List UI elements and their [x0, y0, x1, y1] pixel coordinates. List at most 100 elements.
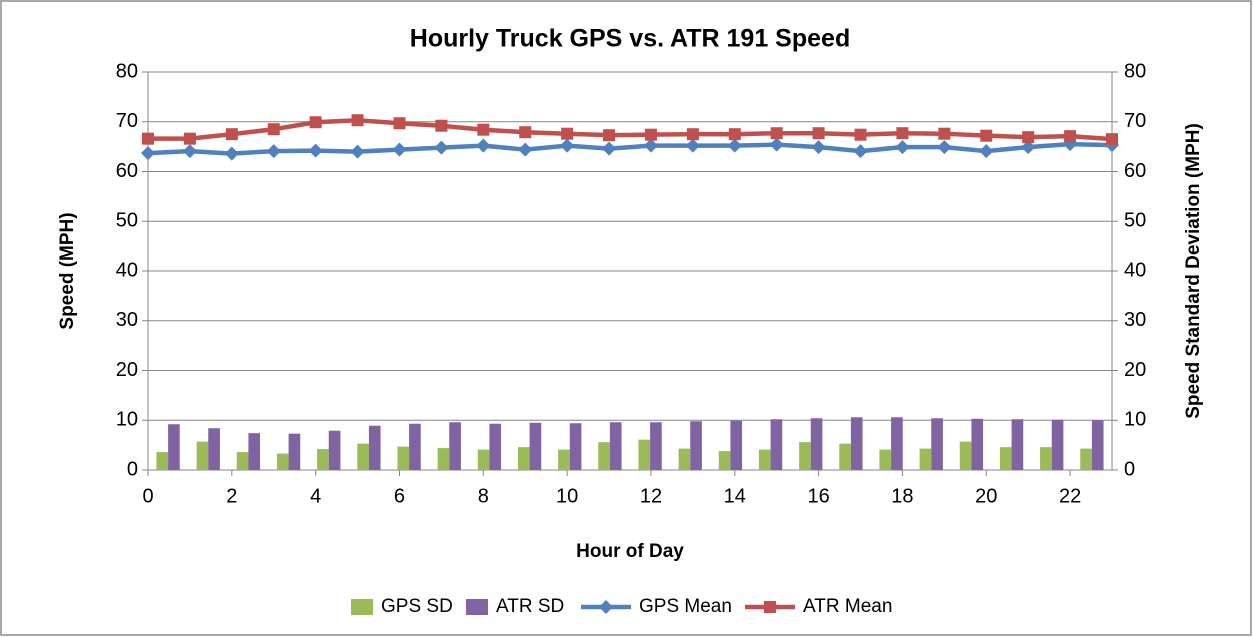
- bar: [357, 443, 369, 470]
- marker: [560, 138, 575, 153]
- bar: [397, 446, 410, 470]
- bar: [650, 422, 662, 470]
- marker: [182, 144, 197, 159]
- marker: [309, 116, 322, 129]
- marker: [980, 129, 993, 142]
- marker: [519, 126, 532, 139]
- marker: [686, 128, 699, 141]
- marker: [518, 142, 533, 157]
- marker: [435, 119, 448, 132]
- legend-label: GPS Mean: [639, 596, 732, 617]
- x-tick-label: 0: [142, 485, 153, 507]
- bar: [489, 423, 502, 470]
- bar: [208, 428, 220, 470]
- bar: [276, 453, 289, 470]
- marker: [727, 138, 742, 153]
- y2-tick-label: 30: [1124, 309, 1146, 331]
- x-tick-label: 8: [478, 485, 489, 507]
- marker: [392, 142, 407, 157]
- x-axis-title: Hour of Day: [576, 541, 684, 562]
- y-axis-title: Speed (MPH): [57, 212, 78, 329]
- bar: [609, 422, 622, 470]
- bar: [1051, 419, 1064, 470]
- bar: [598, 442, 610, 470]
- bar: [718, 451, 731, 470]
- bar: [409, 423, 421, 470]
- marker: [854, 128, 867, 141]
- line: [147, 141, 1113, 156]
- marker: [728, 128, 741, 141]
- x-tick-label: 22: [1059, 485, 1081, 507]
- marker: [224, 146, 239, 161]
- marker: [476, 138, 491, 153]
- bar: [690, 421, 702, 470]
- marker: [895, 140, 910, 155]
- y2-tick-label: 10: [1124, 409, 1146, 431]
- y-tick-label: 50: [116, 210, 138, 232]
- bar: [168, 424, 180, 470]
- bar: [477, 449, 490, 470]
- bar: [368, 425, 381, 470]
- marker: [561, 127, 574, 140]
- bar: [959, 441, 972, 470]
- y2-tick-label: 0: [1124, 458, 1135, 480]
- bar: [931, 418, 943, 470]
- x-tick-label: 18: [891, 485, 913, 507]
- marker: [770, 127, 783, 140]
- bar: [248, 433, 261, 470]
- bar: [891, 417, 903, 470]
- marker: [602, 141, 617, 156]
- marker: [603, 129, 616, 142]
- bar: [879, 449, 892, 470]
- bar: [317, 449, 329, 470]
- marker: [811, 140, 826, 155]
- bar: [558, 449, 570, 470]
- x-tick-label: 20: [975, 485, 997, 507]
- bar: [196, 441, 209, 470]
- x-tick-label: 14: [724, 485, 746, 507]
- marker: [141, 146, 155, 161]
- x-tick-label: 4: [310, 485, 321, 507]
- marker: [477, 123, 490, 136]
- marker: [769, 137, 784, 152]
- y-tick-label: 10: [116, 409, 138, 431]
- marker: [225, 128, 238, 141]
- marker: [896, 127, 909, 140]
- marker: [266, 144, 281, 159]
- bar: [799, 442, 811, 470]
- bar: [971, 418, 984, 470]
- marker: [267, 123, 280, 136]
- marker: [938, 127, 951, 140]
- bar: [839, 443, 851, 470]
- x-tick-label: 12: [640, 485, 662, 507]
- y2-tick-label: 50: [1124, 210, 1146, 232]
- y-tick-label: 80: [116, 60, 138, 82]
- marker: [853, 144, 868, 159]
- bar: [437, 448, 450, 470]
- marker: [979, 144, 994, 159]
- marker: [308, 143, 323, 158]
- bar: [288, 433, 301, 470]
- bar: [919, 448, 932, 470]
- y2-tick-label: 70: [1124, 110, 1146, 132]
- legend-swatch: [466, 599, 488, 615]
- bar: [236, 452, 249, 470]
- bar: [638, 439, 651, 470]
- bar: [678, 448, 691, 470]
- marker: [764, 601, 776, 613]
- chart-title: Hourly Truck GPS vs. ATR 191 Speed: [410, 25, 850, 53]
- marker: [937, 140, 952, 155]
- marker: [142, 132, 154, 145]
- y-tick-label: 70: [116, 110, 138, 132]
- x-tick-label: 16: [807, 485, 829, 507]
- y2-tick-label: 80: [1124, 60, 1146, 82]
- bar: [770, 419, 783, 470]
- y-tick-label: 0: [127, 458, 138, 480]
- legend-label: GPS SD: [381, 596, 453, 617]
- bar: [1091, 420, 1104, 470]
- bar: [1040, 447, 1052, 470]
- marker: [183, 132, 196, 145]
- line: [148, 118, 1113, 142]
- bar: [569, 423, 582, 470]
